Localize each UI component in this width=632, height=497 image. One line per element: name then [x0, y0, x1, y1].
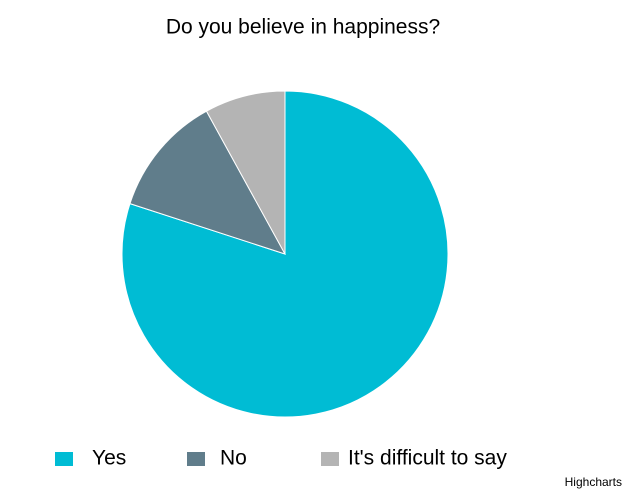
pie-slice[interactable]: [129, 110, 287, 255]
pie-slice[interactable]: [121, 90, 449, 418]
legend-label[interactable]: No: [220, 447, 247, 470]
credits[interactable]: Highcharts: [565, 475, 622, 489]
legend-symbol[interactable]: [187, 452, 205, 466]
pie-slice[interactable]: [205, 90, 286, 255]
legend-symbol[interactable]: [321, 452, 339, 466]
legend-symbol[interactable]: [55, 452, 73, 466]
legend-label[interactable]: It's difficult to say: [348, 447, 507, 470]
chart-title: Do you believe in happiness?: [166, 16, 440, 39]
legend-label[interactable]: Yes: [92, 447, 126, 470]
